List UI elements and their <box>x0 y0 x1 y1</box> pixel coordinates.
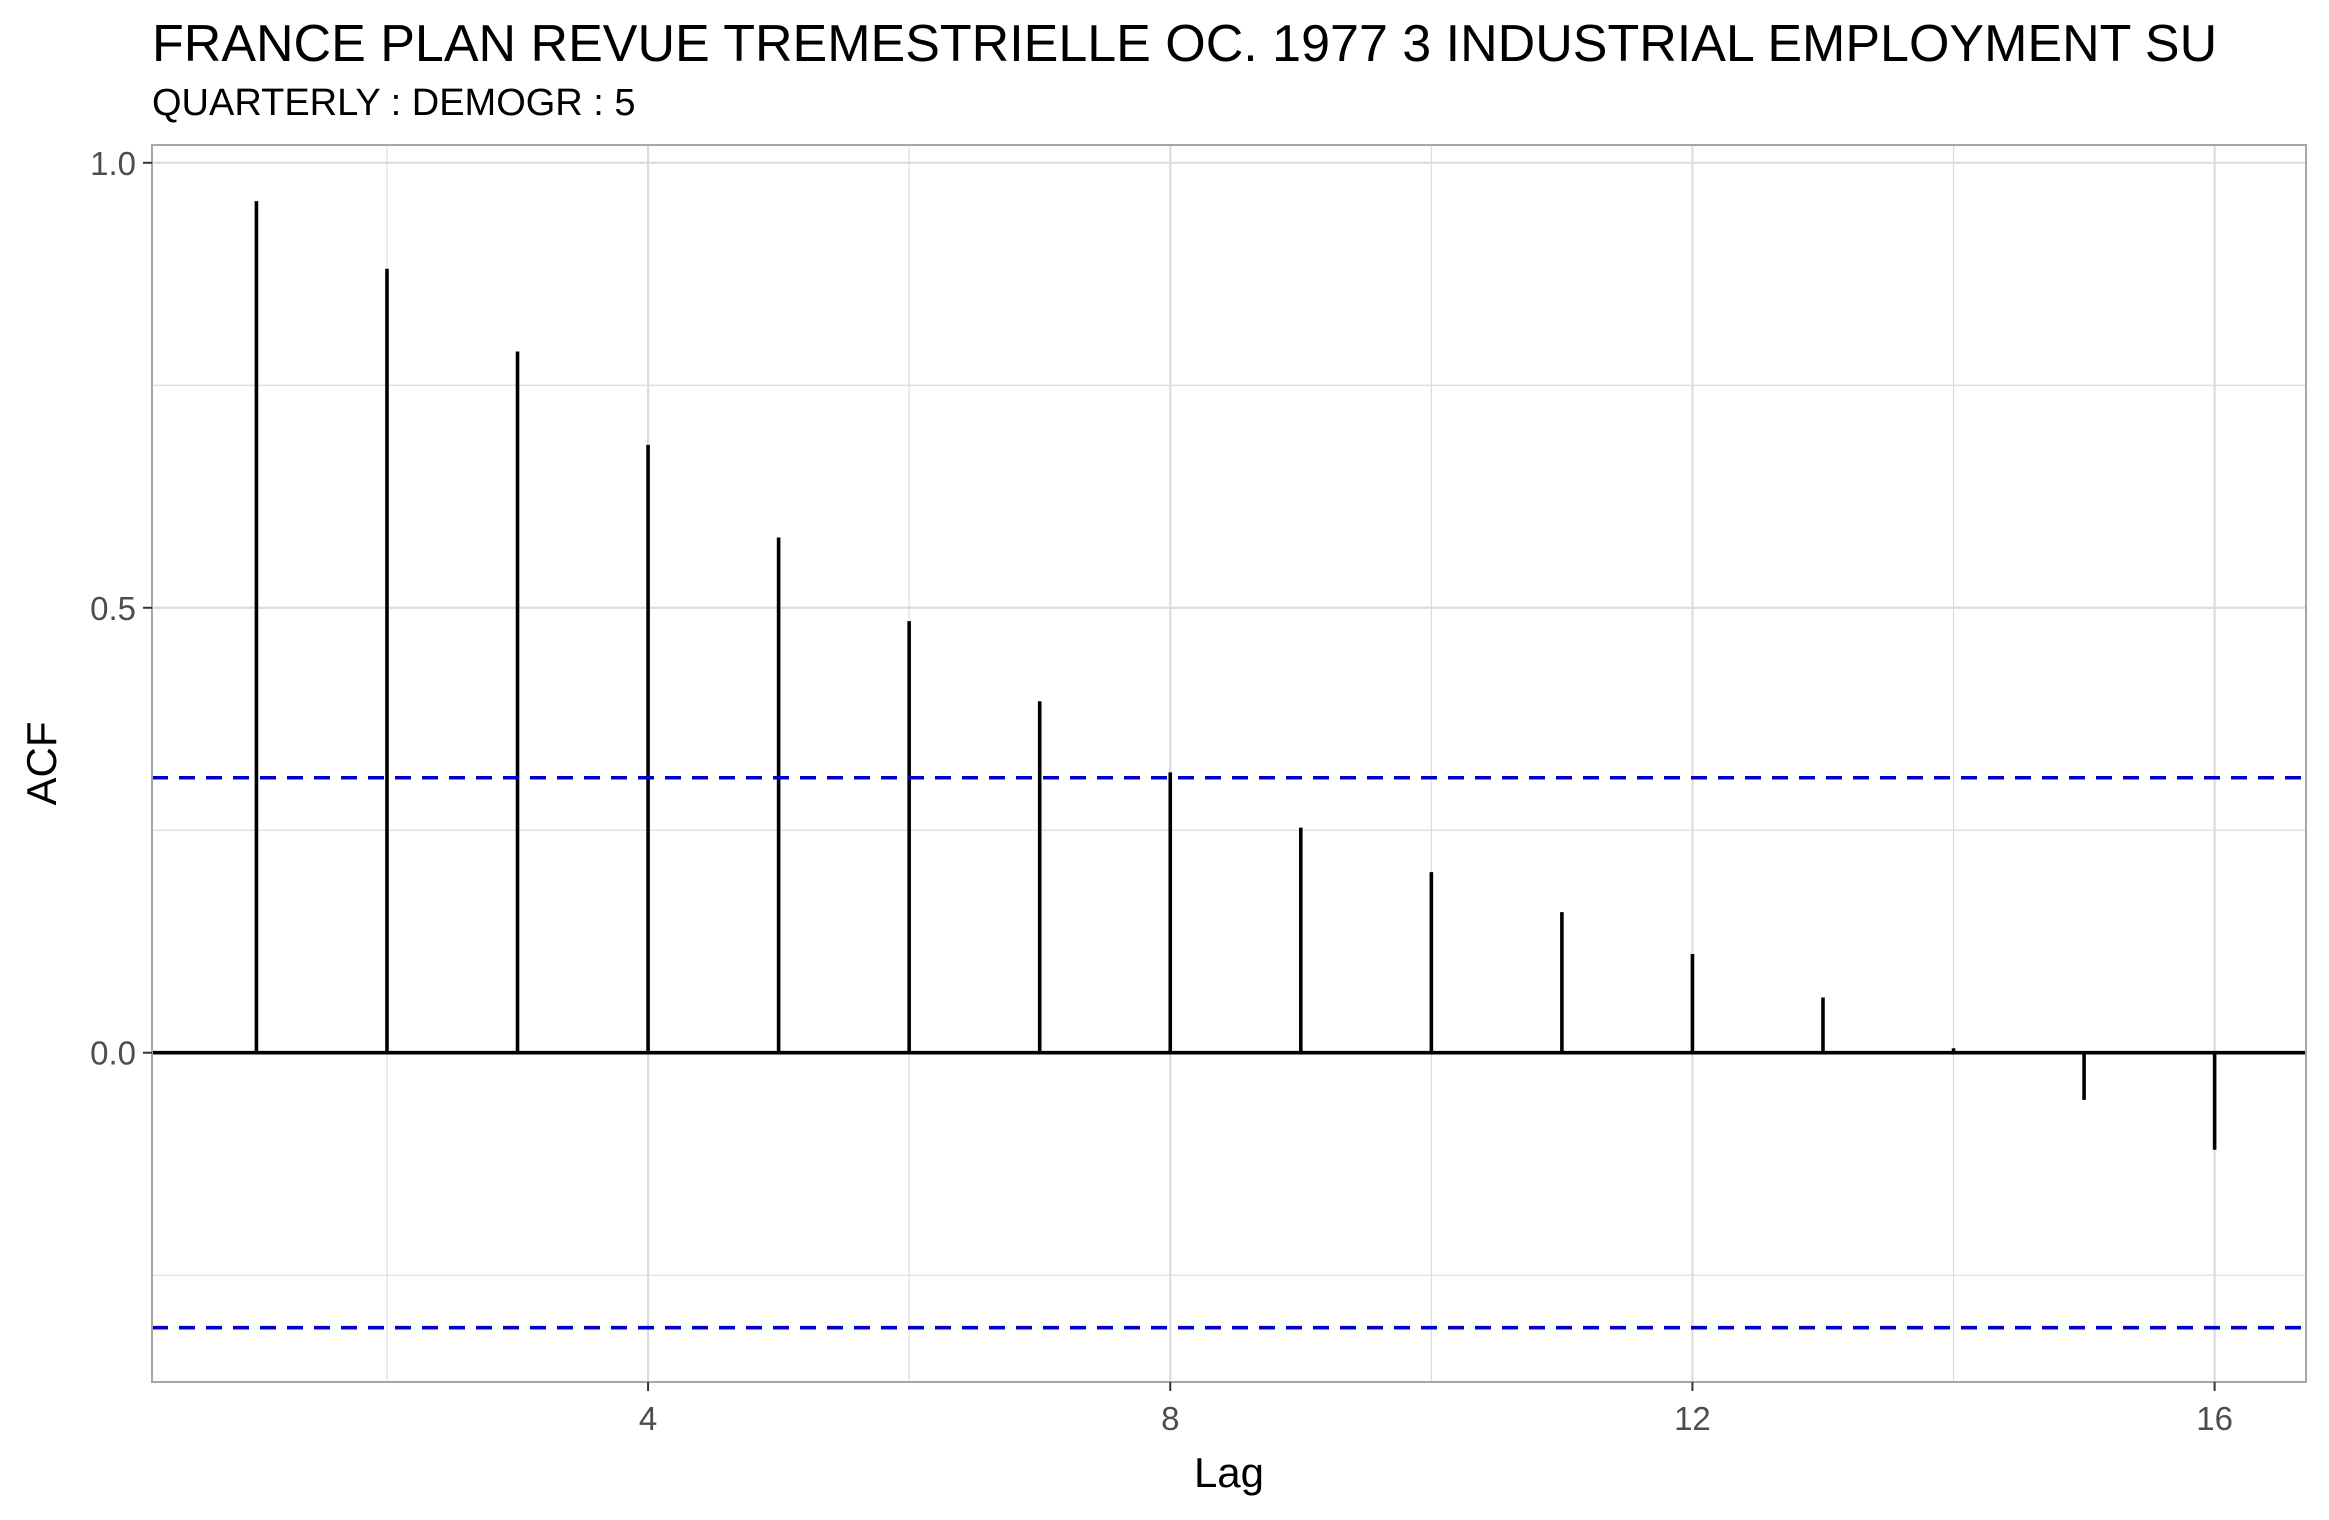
x-tick-label: 4 <box>639 1400 657 1437</box>
y-axis-ticks: 0.0 0.5 1.0 <box>90 145 152 1072</box>
y-tick-label: 0.0 <box>90 1035 136 1072</box>
x-axis-label: Lag <box>1194 1449 1264 1496</box>
panel-border <box>151 144 2307 1383</box>
x-tick-label: 16 <box>2196 1400 2233 1437</box>
acf-bars <box>254 201 2217 1150</box>
y-axis-label: ACF <box>18 722 65 806</box>
chart-title: FRANCE PLAN REVUE TREMESTRIELLE OC. 1977… <box>152 15 2218 73</box>
confidence-band <box>152 775 2306 1330</box>
chart-subtitle: QUARTERLY : DEMOGR : 5 <box>152 82 636 124</box>
y-tick-label: 1.0 <box>90 145 136 182</box>
y-tick-label: 0.5 <box>90 590 136 627</box>
major-gridlines <box>152 145 2306 1382</box>
x-tick-label: 8 <box>1161 1400 1179 1437</box>
x-axis-ticks: 4 8 12 16 <box>639 1382 2233 1437</box>
x-tick-label: 12 <box>1674 1400 1711 1437</box>
minor-gridlines <box>152 145 2306 1382</box>
